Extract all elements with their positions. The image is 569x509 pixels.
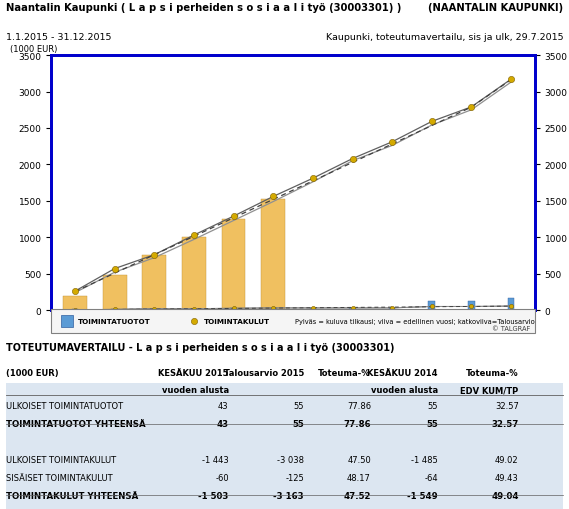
Text: 55: 55 [292, 419, 304, 429]
Text: 1.1.2015 - 31.12.2015: 1.1.2015 - 31.12.2015 [6, 33, 111, 42]
Bar [389, 308, 395, 310]
Bar [428, 301, 435, 310]
Text: -1 485: -1 485 [411, 455, 438, 464]
Text: EDV KUM/TP: EDV KUM/TP [460, 385, 519, 394]
Text: (1000 EUR): (1000 EUR) [10, 44, 57, 53]
Text: TOIMINTAKULUT YHTEENSÄ: TOIMINTAKULUT YHTEENSÄ [6, 491, 138, 500]
Text: 55: 55 [294, 402, 304, 411]
Bar [191, 309, 197, 310]
FancyBboxPatch shape [6, 383, 563, 509]
Text: (1000 EUR): (1000 EUR) [6, 369, 58, 377]
Text: TOTEUTUMAVERTAILU - L a p s i perheiden s o s i a a l i työ (30003301): TOTEUTUMAVERTAILU - L a p s i perheiden … [6, 342, 394, 352]
Text: TOIMINTAKULUT: TOIMINTAKULUT [204, 318, 270, 324]
Bar [142, 256, 166, 310]
Text: vuoden alusta: vuoden alusta [162, 385, 229, 394]
Text: TOIMINTATUOTOT: TOIMINTATUOTOT [78, 318, 151, 324]
Text: -1 503: -1 503 [199, 491, 229, 500]
Text: KESÄKUU 2014: KESÄKUU 2014 [368, 369, 438, 377]
Text: -1 549: -1 549 [407, 491, 438, 500]
Text: 47.50: 47.50 [347, 455, 371, 464]
Text: vuoden alusta: vuoden alusta [371, 385, 438, 394]
Text: ULKOISET TOIMINTATUOTOT: ULKOISET TOIMINTATUOTOT [6, 402, 123, 411]
Bar [468, 301, 475, 310]
Bar [230, 308, 237, 310]
Text: Kaupunki, toteutumavertailu, sis ja ulk, 29.7.2015: Kaupunki, toteutumavertailu, sis ja ulk,… [325, 33, 563, 42]
Bar [270, 308, 277, 310]
Text: 55: 55 [426, 419, 438, 429]
Text: KESÄKUU 2015: KESÄKUU 2015 [158, 369, 229, 377]
Text: 43: 43 [217, 419, 229, 429]
Text: 49.04: 49.04 [491, 491, 519, 500]
Text: 48.17: 48.17 [347, 473, 371, 482]
Text: Toteuma-%: Toteuma-% [318, 369, 371, 377]
Text: 32.57: 32.57 [491, 419, 519, 429]
Text: 49.43: 49.43 [495, 473, 519, 482]
Text: (NAANTALIN KAUPUNKI): (NAANTALIN KAUPUNKI) [428, 3, 563, 13]
Text: Pylväs = kuluva tilkausi; viiva = edellinen vuosi; katkoviiva=Talousarvio: Pylväs = kuluva tilkausi; viiva = edelli… [295, 318, 535, 324]
Text: -3 163: -3 163 [273, 491, 304, 500]
Text: 32.57: 32.57 [495, 402, 519, 411]
Text: ULKOISET TOIMINTAKULUT: ULKOISET TOIMINTAKULUT [6, 455, 116, 464]
Bar [508, 298, 514, 310]
Bar [310, 308, 316, 310]
Text: Naantalin Kaupunki ( L a p s i perheiden s o s i a a l i työ (30003301) ): Naantalin Kaupunki ( L a p s i perheiden… [6, 3, 401, 13]
Bar [61, 315, 73, 327]
Text: TOIMINTATUOTOT YHTEENSÄ: TOIMINTATUOTOT YHTEENSÄ [6, 419, 145, 429]
Text: © TALGRAF: © TALGRAF [492, 325, 530, 331]
Text: 49.02: 49.02 [495, 455, 519, 464]
Text: -125: -125 [285, 473, 304, 482]
Text: -64: -64 [424, 473, 438, 482]
Text: 77.86: 77.86 [347, 402, 371, 411]
FancyBboxPatch shape [51, 309, 535, 333]
Bar [182, 237, 206, 310]
Text: Toteuma-%: Toteuma-% [466, 369, 519, 377]
Text: SISÄISET TOIMINTAKULUT: SISÄISET TOIMINTAKULUT [6, 473, 112, 482]
Bar [349, 308, 356, 310]
Bar [103, 275, 126, 310]
Bar [261, 199, 285, 310]
Bar [63, 296, 87, 310]
Text: 55: 55 [427, 402, 438, 411]
Text: -3 038: -3 038 [277, 455, 304, 464]
Text: -1 443: -1 443 [202, 455, 229, 464]
Text: Talousarvio 2015: Talousarvio 2015 [224, 369, 304, 377]
Text: 47.52: 47.52 [344, 491, 371, 500]
Bar [151, 309, 158, 310]
Bar [222, 219, 245, 310]
Text: 77.86: 77.86 [343, 419, 371, 429]
Text: -60: -60 [215, 473, 229, 482]
Text: 43: 43 [218, 402, 229, 411]
